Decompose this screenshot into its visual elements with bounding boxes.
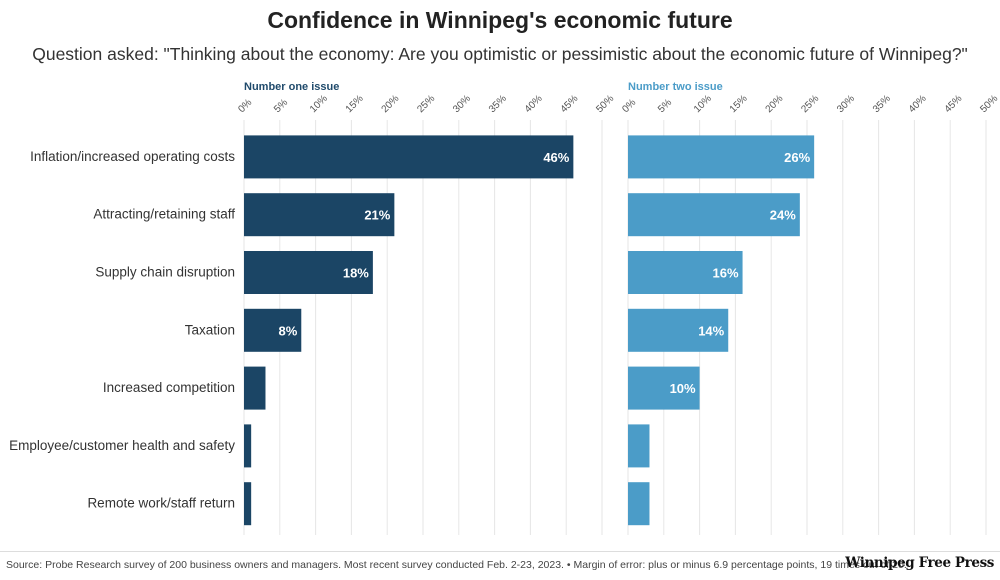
bar [244, 366, 266, 410]
source-note: Source: Probe Research survey of 200 bus… [6, 559, 907, 571]
bar [628, 193, 800, 237]
x-tick-label: 45% [559, 93, 581, 115]
bar-value-label: 10% [670, 381, 696, 396]
x-tick-label: 30% [835, 93, 857, 115]
bar [628, 251, 743, 294]
x-tick-label: 25% [415, 93, 437, 115]
x-tick-label: 35% [487, 93, 509, 115]
x-tick-label: 50% [594, 93, 616, 115]
x-tick-label: 15% [728, 93, 750, 115]
footer-divider [0, 551, 1000, 552]
bar-value-label: 8% [278, 323, 297, 338]
bar [628, 366, 700, 410]
bar-value-label: 21% [364, 208, 390, 223]
x-tick-label: 0% [620, 97, 638, 115]
bar [244, 135, 574, 179]
x-tick-label: 0% [236, 97, 254, 115]
x-tick-label: 50% [978, 93, 1000, 115]
panel-2-title: Number two issue [628, 81, 723, 93]
bar [628, 308, 729, 352]
category-label: Supply chain disruption [95, 265, 235, 280]
category-label: Taxation [185, 322, 235, 337]
x-tick-label: 5% [656, 97, 674, 115]
bar [244, 482, 252, 526]
bar-value-label: 46% [543, 150, 569, 165]
bar [628, 482, 650, 526]
chart-subtitle: Question asked: "Thinking about the econ… [32, 44, 968, 64]
brand-logo: Winnipeg Free Press [845, 555, 994, 571]
category-label: Remote work/staff return [87, 496, 235, 511]
x-tick-label: 10% [308, 93, 330, 115]
bar [244, 251, 373, 294]
x-tick-label: 20% [764, 93, 786, 115]
x-tick-label: 5% [272, 97, 290, 115]
x-tick-label: 45% [943, 93, 965, 115]
bar [628, 135, 815, 179]
x-tick-label: 25% [799, 93, 821, 115]
x-tick-label: 40% [907, 93, 929, 115]
category-label: Employee/customer health and safety [9, 438, 235, 453]
category-label: Attracting/retaining staff [93, 207, 235, 222]
x-tick-label: 35% [871, 93, 893, 115]
panel-1-title: Number one issue [244, 81, 339, 93]
x-tick-label: 40% [523, 93, 545, 115]
x-tick-label: 20% [380, 93, 402, 115]
bar-value-label: 16% [713, 266, 739, 281]
bar-value-label: 26% [784, 150, 810, 165]
x-tick-label: 30% [451, 93, 473, 115]
x-tick-label: 15% [344, 93, 366, 115]
bar [628, 424, 650, 468]
category-label: Increased competition [103, 380, 235, 395]
bar-value-label: 24% [770, 208, 796, 223]
x-tick-label: 10% [692, 93, 714, 115]
chart-title: Confidence in Winnipeg's economic future [267, 7, 733, 33]
bar-value-label: 14% [698, 323, 724, 338]
bar [244, 193, 395, 237]
category-label: Inflation/increased operating costs [30, 149, 235, 164]
bar-chart: Inflation/increased operating costs Attra… [9, 81, 1000, 535]
bar [244, 308, 302, 352]
bar-value-label: 18% [343, 266, 369, 281]
bar [244, 424, 252, 468]
